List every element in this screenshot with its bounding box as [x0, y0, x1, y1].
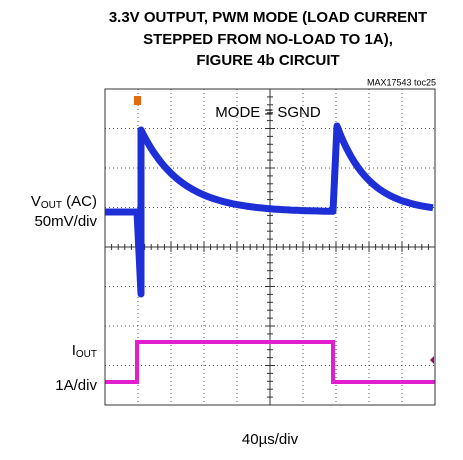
title-line: 3.3V OUTPUT, PWM MODE (LOAD CURRENT: [109, 9, 427, 26]
channel-scale: 50mV/div: [34, 213, 97, 230]
channel-scale: 1A/div: [55, 377, 97, 394]
iout-trace: [105, 340, 435, 384]
channel-label: IOUT: [72, 342, 97, 360]
channel-label: VOUT (AC): [31, 193, 97, 211]
scope-screen: [104, 88, 436, 406]
title-line: FIGURE 4b CIRCUIT: [196, 52, 339, 69]
level-marker: [430, 356, 434, 364]
trigger-marker: [134, 96, 141, 105]
figure-tag: MAX17543 toc25: [367, 77, 436, 87]
vout-trace: [105, 122, 434, 298]
mode-annotation: MODE = SGND: [215, 104, 321, 121]
title-line: STEPPED FROM NO-LOAD TO 1A),: [143, 31, 393, 48]
screen-border: [104, 88, 436, 406]
timebase: 40µs/div: [242, 431, 299, 448]
